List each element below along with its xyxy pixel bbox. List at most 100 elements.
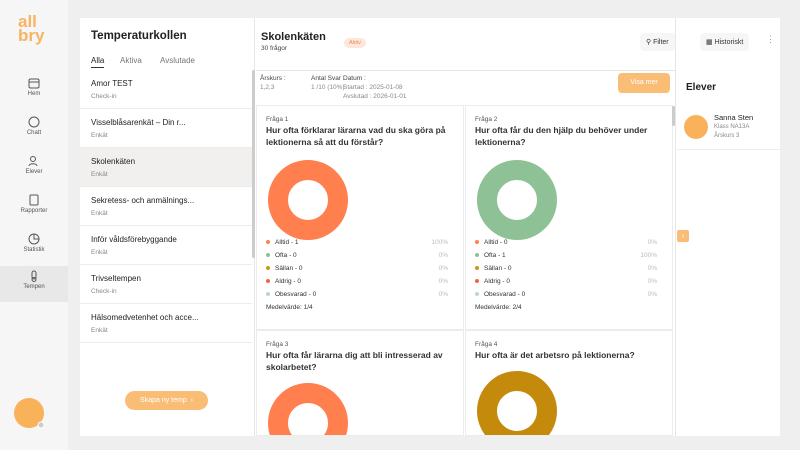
temp-list-item[interactable]: Amor TEST Check-in xyxy=(80,70,252,109)
avatar-circle xyxy=(684,115,708,139)
survey-title: Skolenkäten xyxy=(261,31,326,43)
answer-row: Aldrig - 0 0% xyxy=(266,278,456,285)
temp-list-item[interactable]: Skolenkäten Enkät xyxy=(80,148,252,187)
answer-row: Alltid - 1 100% xyxy=(266,239,456,246)
temp-list-item[interactable]: Trivseltempen Check-in xyxy=(80,265,252,304)
answer-label: Alltid - 0 xyxy=(484,239,508,246)
tab[interactable]: Alla xyxy=(91,56,105,68)
answer-dot xyxy=(475,279,479,284)
answer-percent: 0% xyxy=(647,265,657,272)
question-number: Fråga 2 xyxy=(475,116,498,123)
answer-label: Ofta - 1 xyxy=(484,252,506,259)
status-badge: Aktiv xyxy=(344,38,366,48)
item-type: Enkät xyxy=(91,210,108,217)
nav-label: Statistik xyxy=(23,247,45,253)
scrollbar xyxy=(252,70,255,258)
answer-dot xyxy=(266,240,270,245)
nav-item[interactable]: Statistik xyxy=(0,229,68,265)
answer-dot xyxy=(475,240,479,245)
answer-dot xyxy=(266,279,270,284)
info-value: Avslutad : 2026-01-01 xyxy=(343,93,407,100)
answer-percent: 0% xyxy=(438,291,448,298)
mean-value: Medelvärde: 1/4 xyxy=(266,304,313,311)
logo-line: bry xyxy=(18,26,45,45)
history-button[interactable]: ▦ Historiskt xyxy=(700,33,750,51)
nav-item[interactable]: Hem xyxy=(0,73,68,109)
question-card: Fråga 4 Hur ofta är det arbetsro på lekti… xyxy=(465,330,673,436)
temp-list-item[interactable]: Hälsomedvetenhet och acce... Enkät xyxy=(80,304,252,343)
item-type: Enkät xyxy=(91,249,108,256)
item-title: Inför våldsförebyggande xyxy=(91,235,177,244)
tab[interactable]: Avslutade xyxy=(160,56,195,65)
nav-item[interactable]: Chatt xyxy=(0,112,68,148)
donut-chart xyxy=(268,383,348,435)
answer-label: Alltid - 1 xyxy=(275,239,299,246)
donut-ring xyxy=(477,160,557,240)
info-label: Antal Svar : xyxy=(311,75,345,82)
students-panel: Elever Sanna Sten Klass NA13A Årskurs 3 › xyxy=(677,70,780,436)
temp-list-item[interactable]: Sekretess- och anmälnings... Enkät xyxy=(80,187,252,226)
info-value: 1 /10 (10%) xyxy=(311,84,345,91)
sidebar: all bry Hem Chatt Elever Rapporter Statis… xyxy=(0,0,68,450)
item-title: Amor TEST xyxy=(91,79,133,88)
more-menu[interactable]: ⋮ xyxy=(766,34,775,44)
item-title: Trivseltempen xyxy=(91,274,141,283)
student-class: Klass NA13A xyxy=(714,124,750,130)
student-avatar xyxy=(684,115,708,139)
question-number: Fråga 4 xyxy=(475,341,498,348)
nav-label: Tempen xyxy=(23,284,45,290)
temp-list-item[interactable]: Inför våldsförebyggande Enkät xyxy=(80,226,252,265)
answer-dot xyxy=(266,253,270,258)
info-value: Startad : 2025-01-08 xyxy=(343,84,403,91)
item-type: Enkät xyxy=(91,132,108,139)
answer-percent: 0% xyxy=(438,252,448,259)
donut-chart xyxy=(268,160,348,240)
answer-percent: 0% xyxy=(438,278,448,285)
user-avatar[interactable] xyxy=(14,398,48,432)
temp-list-item[interactable]: Visselblåsarenkät – Din r... Enkät xyxy=(80,109,252,148)
nav-item[interactable]: Rapporter xyxy=(0,190,68,226)
nav-label: Elever xyxy=(25,169,43,175)
answer-row: Aldrig - 0 0% xyxy=(475,278,665,285)
create-button[interactable]: Skapa ny temp › xyxy=(125,391,208,410)
logo: all bry xyxy=(18,12,45,45)
question-card: Fråga 3 Hur ofta får lärarna dig att bli … xyxy=(256,330,464,436)
answer-row: Ofta - 1 100% xyxy=(475,252,665,259)
logo-line: all xyxy=(18,12,37,31)
answer-row: Sällan - 0 0% xyxy=(266,265,456,272)
answer-row: Alltid - 0 0% xyxy=(475,239,665,246)
scrollbar xyxy=(672,106,675,126)
item-title: Visselblåsarenkät – Din r... xyxy=(91,118,186,127)
item-title: Sekretess- och anmälnings... xyxy=(91,196,195,205)
donut-chart xyxy=(477,160,557,240)
show-more-button[interactable]: Visa mer xyxy=(618,73,670,93)
info-value: 1,2,3 xyxy=(260,84,275,91)
student-row[interactable]: Sanna Sten Klass NA13A Årskurs 3 xyxy=(677,106,780,150)
expand-button[interactable]: › xyxy=(677,230,689,242)
answer-percent: 0% xyxy=(647,239,657,246)
answer-label: Sällan - 0 xyxy=(275,265,303,272)
button-label: Skapa ny temp xyxy=(140,397,187,404)
answer-label: Sällan - 0 xyxy=(484,265,512,272)
tab[interactable]: Aktiva xyxy=(120,56,142,65)
question-card: Fråga 1 Hur ofta förklarar lärarna vad du… xyxy=(256,105,464,330)
nav-item[interactable]: Elever xyxy=(0,151,68,187)
answer-label: Aldrig - 0 xyxy=(275,278,302,285)
answer-label: Ofta - 0 xyxy=(275,252,297,259)
nav-item[interactable]: Tempen xyxy=(0,266,68,302)
answer-row: Obesvarad - 0 0% xyxy=(475,291,665,298)
answer-row: Obesvarad - 0 0% xyxy=(266,291,456,298)
nav-label: Rapporter xyxy=(20,208,48,214)
nav-label: Hem xyxy=(27,91,41,97)
item-type: Check-in xyxy=(91,288,117,295)
answer-percent: 0% xyxy=(647,291,657,298)
item-type: Check-in xyxy=(91,93,117,100)
student-name: Sanna Sten xyxy=(714,113,754,122)
question-text: Hur ofta får lärarna dig att bli intress… xyxy=(266,350,443,372)
question-text: Hur ofta får du den hjälp du behöver und… xyxy=(475,125,648,147)
info-label: Datum : xyxy=(343,75,366,82)
answer-percent: 100% xyxy=(640,252,657,259)
filter-button[interactable]: ⚲ Filter xyxy=(640,33,675,51)
